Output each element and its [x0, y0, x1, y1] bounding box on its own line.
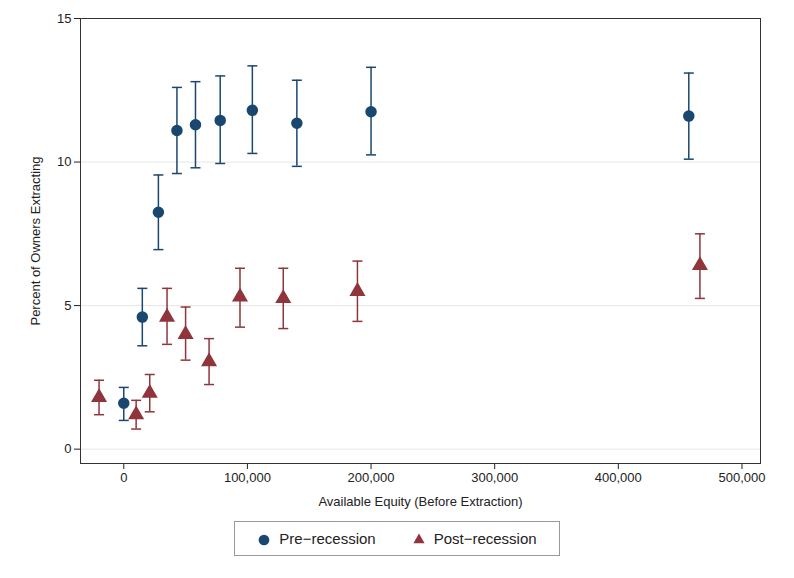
svg-text:5: 5 — [64, 298, 71, 313]
html-text:Post−recession: Post−recession — [433, 530, 537, 547]
html-text:Pre−recession: Pre−recession — [279, 530, 376, 547]
svg-text:400,000: 400,000 — [595, 470, 642, 485]
svg-text:0: 0 — [120, 470, 127, 485]
svg-text:500,000: 500,000 — [718, 470, 765, 485]
svg-text:15: 15 — [57, 11, 71, 26]
svg-text:10: 10 — [57, 154, 71, 169]
svg-text:0: 0 — [64, 441, 71, 456]
svg-text:100,000: 100,000 — [224, 470, 271, 485]
svg-text:Percent of Owners Extracting: Percent of Owners Extracting — [28, 156, 43, 325]
svg-text:300,000: 300,000 — [471, 470, 518, 485]
svg-text:Available Equity (Before Extra: Available Equity (Before Extraction) — [318, 494, 522, 509]
svg-text:200,000: 200,000 — [348, 470, 395, 485]
